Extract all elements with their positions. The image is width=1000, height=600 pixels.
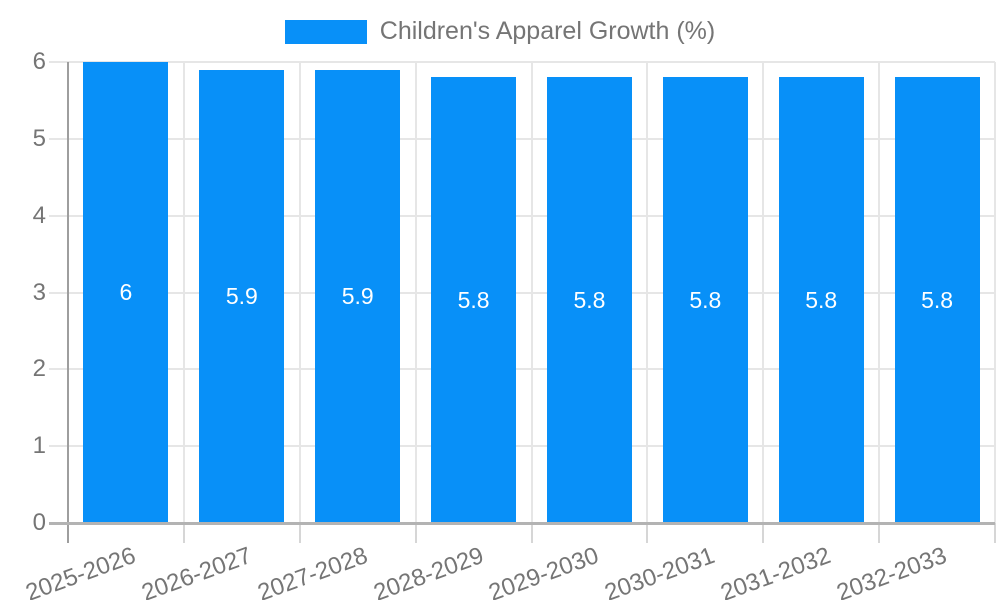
x-axis-tick <box>414 523 417 543</box>
bar-value-label: 5.8 <box>805 286 838 313</box>
y-axis-tick-label: 5 <box>32 124 46 152</box>
category-boundary-gridline <box>182 62 185 523</box>
bar-value-label: 5.8 <box>457 286 490 313</box>
legend-swatch <box>284 19 367 44</box>
y-axis-tick-label: 3 <box>32 278 46 306</box>
bar[interactable]: 5.8 <box>778 77 864 523</box>
legend-label: Children's Apparel Growth (%) <box>379 17 716 45</box>
y-gridline <box>49 137 995 140</box>
y-axis-tick-label: 6 <box>32 48 46 75</box>
category-boundary-gridline <box>298 62 301 523</box>
y-axis-tick-label: 0 <box>32 509 46 536</box>
y-gridline <box>49 214 995 217</box>
y-axis-line <box>67 62 69 543</box>
x-axis-tick <box>878 523 881 543</box>
category-boundary-gridline <box>646 62 649 523</box>
y-gridline <box>49 291 995 294</box>
bar[interactable]: 5.9 <box>315 69 401 523</box>
bar[interactable]: 5.9 <box>199 69 285 523</box>
category-boundary-gridline <box>414 62 417 523</box>
category-boundary-gridline <box>994 62 996 523</box>
x-axis-tick <box>182 523 185 543</box>
category-boundary-gridline <box>530 62 533 523</box>
bar-value-label: 5.8 <box>921 286 954 313</box>
legend[interactable]: Children's Apparel Growth (%) <box>0 17 1000 46</box>
y-gridline <box>49 445 995 448</box>
x-axis-tick <box>530 523 533 543</box>
bar[interactable]: 5.8 <box>546 77 632 523</box>
category-boundary-gridline <box>762 62 765 523</box>
x-axis-tick <box>646 523 649 543</box>
bar-value-label: 6 <box>119 279 133 305</box>
bar[interactable]: 5.8 <box>431 77 517 523</box>
y-axis-tick-label: 2 <box>32 355 46 383</box>
y-axis-tick-label: 1 <box>32 432 46 460</box>
y-gridline <box>49 368 995 371</box>
x-axis-tick <box>994 523 996 543</box>
bar-value-label: 5.9 <box>225 282 258 309</box>
x-axis-line <box>49 522 995 525</box>
bar[interactable]: 5.8 <box>662 77 748 523</box>
y-axis-tick-label: 4 <box>32 201 46 229</box>
y-gridline <box>49 61 995 63</box>
category-boundary-gridline <box>878 62 881 523</box>
bar[interactable]: 6 <box>83 62 169 523</box>
bar[interactable]: 5.8 <box>894 77 980 523</box>
bar-value-label: 5.8 <box>573 286 606 313</box>
bar-value-label: 5.9 <box>341 282 374 309</box>
x-axis-tick <box>298 523 301 543</box>
x-axis-tick <box>762 523 765 543</box>
bar-value-label: 5.8 <box>689 286 722 313</box>
